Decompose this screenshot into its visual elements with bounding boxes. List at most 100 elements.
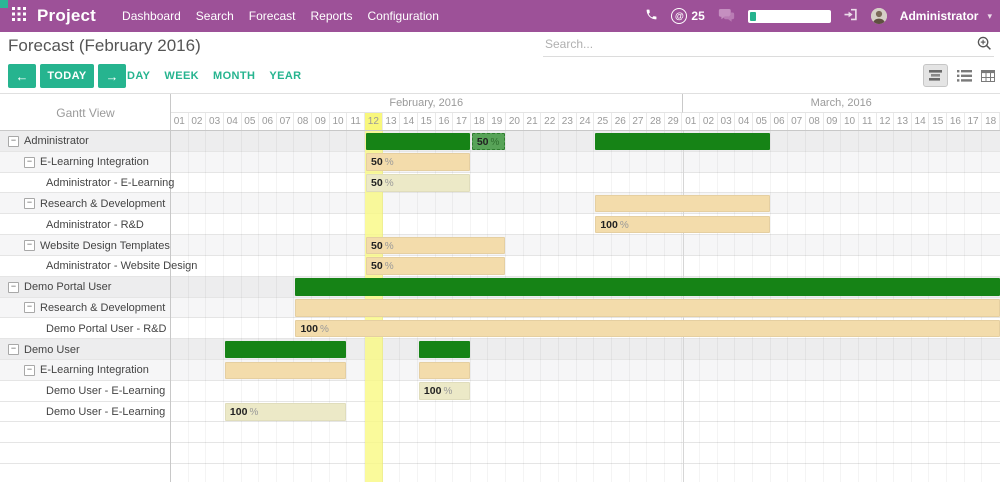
gantt-row-label[interactable]: − E-Learning Integration	[0, 360, 171, 381]
bar-percent-value: 50	[476, 135, 489, 148]
planner-at-icon: @	[671, 8, 688, 24]
bar-percent-value: 100	[300, 322, 318, 335]
day-header-cell: 06	[771, 113, 789, 131]
gantt-bar[interactable]	[224, 340, 347, 359]
day-header-cell: 06	[259, 113, 277, 131]
gantt-row-label[interactable]: − Website Design Templates	[0, 235, 171, 256]
scale-year[interactable]: YEAR	[269, 70, 302, 82]
row-stripe	[0, 380, 1000, 402]
gantt-row-label[interactable]: Administrator - Website Design	[0, 256, 197, 277]
gantt-bar[interactable]	[418, 361, 470, 380]
bar-percent-sign: %	[443, 386, 453, 398]
gantt-row-label[interactable]: Demo User - E-Learning	[0, 381, 171, 402]
app-title[interactable]: Project	[37, 6, 97, 25]
row-label-text: Administrator - E-Learning	[46, 177, 175, 190]
gantt-bar[interactable]	[295, 278, 1000, 296]
view-switcher	[923, 63, 995, 88]
scale-day[interactable]: DAY	[127, 70, 151, 82]
collapse-toggle[interactable]: −	[24, 364, 35, 376]
nav-item-configuration[interactable]: Configuration	[367, 9, 439, 23]
day-header-cell: 07	[277, 113, 295, 131]
view-grid-button[interactable]	[981, 69, 995, 82]
collapse-toggle[interactable]: −	[8, 344, 19, 356]
scale-week[interactable]: WEEK	[164, 70, 200, 82]
collapse-toggle[interactable]: −	[24, 240, 35, 251]
user-menu[interactable]: Administrator	[899, 9, 979, 23]
apps-grid-icon[interactable]	[12, 6, 26, 26]
gantt-row-label[interactable]: − Administrator	[0, 131, 171, 152]
gantt-row-label[interactable]: Administrator - R&D	[0, 214, 171, 235]
scale-month[interactable]: MONTH	[213, 70, 256, 82]
gantt-bar[interactable]	[595, 194, 770, 213]
day-header-cell: 10	[330, 113, 348, 131]
row-label-text: Research & Development	[40, 197, 166, 210]
gantt-bar[interactable]	[595, 132, 770, 150]
nav-item-dashboard[interactable]: Dashboard	[122, 9, 181, 23]
phone-icon[interactable]	[645, 8, 658, 24]
messages-icon[interactable]	[718, 8, 735, 25]
gantt-row-label[interactable]: − Demo User	[0, 339, 171, 360]
nav-item-search[interactable]: Search	[195, 9, 234, 23]
nav-right-cluster: @ 25	[645, 8, 992, 25]
planner-badge[interactable]: @ 25	[671, 8, 705, 24]
gantt-row-label[interactable]: Demo Portal User - R&D	[0, 318, 171, 339]
gantt-bar[interactable]: 50%	[366, 153, 470, 171]
gantt-bar[interactable]: 100%	[595, 215, 770, 234]
gantt-row-label[interactable]: − Demo Portal User	[0, 277, 171, 298]
planner-progress-bar[interactable]	[747, 9, 831, 23]
gantt-bar[interactable]: 50%	[366, 174, 470, 192]
day-header-cell: 04	[224, 113, 242, 131]
collapse-toggle[interactable]: −	[24, 302, 35, 314]
gantt-bar[interactable]	[224, 361, 347, 380]
sign-out-icon[interactable]	[844, 8, 858, 24]
view-list-button[interactable]	[957, 69, 972, 82]
gantt-body: − Administrator − E-Learning Integration Adm…	[0, 131, 1000, 482]
gantt-bar[interactable]: 100%	[295, 319, 1000, 338]
grid-column	[171, 131, 189, 482]
day-header-cell: 12	[877, 113, 895, 131]
gantt-row-label[interactable]: Demo User - E-Learning	[0, 402, 171, 423]
bar-percent-value: 50	[371, 260, 383, 273]
gantt-row-label[interactable]: − Research & Development	[0, 193, 171, 214]
gantt-bar[interactable]	[295, 299, 1000, 317]
gantt-bar[interactable]: 50%	[366, 257, 506, 275]
day-header-cell: 08	[294, 113, 313, 131]
search-input[interactable]	[543, 36, 972, 52]
gantt-bar[interactable]	[366, 132, 470, 150]
day-header-cell: 24	[577, 113, 595, 131]
row-label-text: Administrator	[24, 135, 89, 148]
day-header-cell: 01	[683, 113, 701, 131]
gantt-bar[interactable]: 50%	[471, 132, 506, 150]
row-label-text: Demo User - E-Learning	[46, 406, 166, 419]
nav-menu: Dashboard Search Forecast Reports Config…	[122, 9, 439, 23]
header-bottom-line	[0, 130, 1000, 131]
avatar[interactable]	[870, 8, 887, 24]
gantt-bar[interactable]: 100%	[418, 382, 470, 400]
gantt-row-label[interactable]: − E-Learning Integration	[0, 152, 171, 173]
collapse-toggle[interactable]: −	[8, 135, 19, 147]
collapse-toggle[interactable]: −	[8, 281, 19, 293]
bar-percent-value: 50	[371, 239, 383, 252]
collapse-toggle[interactable]: −	[24, 198, 35, 210]
gantt-row-label[interactable]: − Research & Development	[0, 298, 171, 319]
gantt-bar[interactable]: 100%	[224, 403, 347, 421]
gantt-bar[interactable]	[418, 340, 470, 359]
collapse-toggle[interactable]: −	[24, 156, 35, 168]
day-header-cell: 15	[929, 113, 948, 131]
day-header-cell: 10	[841, 113, 859, 131]
nav-item-reports[interactable]: Reports	[310, 9, 353, 23]
page-title: Forecast (February 2016)	[8, 36, 201, 55]
day-header-cell: 16	[436, 113, 454, 131]
day-header-cell: 27	[630, 113, 648, 131]
gantt-bar[interactable]: 50%	[366, 236, 506, 255]
corner-accent	[0, 0, 8, 8]
today-button[interactable]: TODAY	[40, 64, 94, 88]
nav-item-forecast[interactable]: Forecast	[248, 9, 296, 23]
gantt-row-label[interactable]: Administrator - E-Learning	[0, 173, 175, 194]
search-zoom-icon[interactable]	[977, 36, 992, 51]
day-header-cell: 15	[418, 113, 436, 131]
next-button[interactable]: →	[98, 64, 126, 88]
prev-button[interactable]: ←	[8, 64, 36, 88]
view-gantt-button[interactable]	[923, 64, 948, 87]
